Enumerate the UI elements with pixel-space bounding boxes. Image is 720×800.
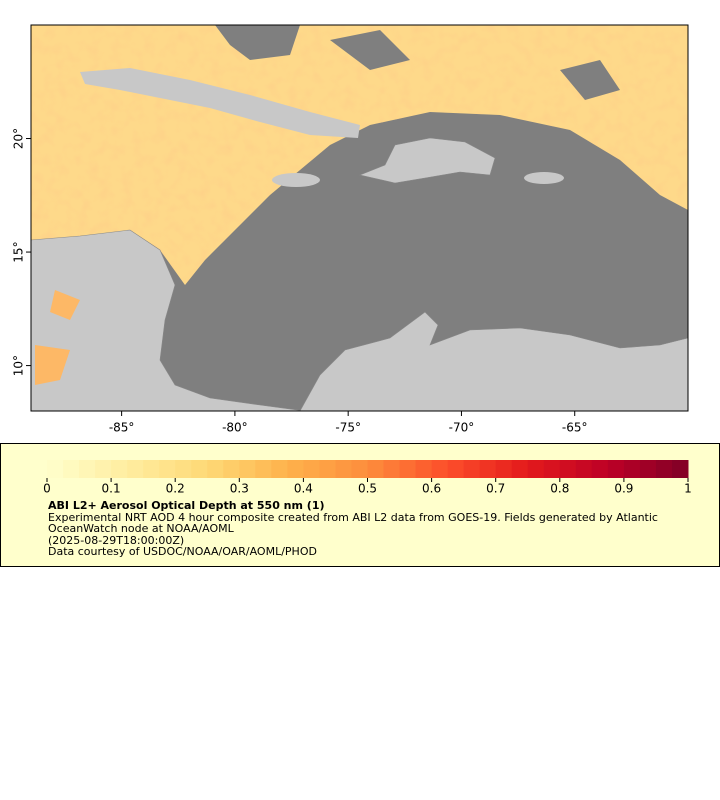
colorbar-cell (127, 460, 144, 478)
colorbar-cell (543, 460, 561, 478)
colorbar-tick-label: 0.7 (486, 482, 505, 496)
map (31, 25, 688, 411)
colorbar-cell (351, 460, 368, 478)
colorbar-cell (79, 460, 96, 478)
land-hispaniola (358, 137, 496, 184)
colorbar-cell (655, 460, 673, 478)
land-south-america (299, 311, 688, 411)
colorbar-cell (111, 460, 128, 478)
colorbar-tick-label: 0.9 (614, 482, 633, 496)
colorbar-tick-label: 0.6 (422, 482, 441, 496)
x-tick-label: -70° (449, 421, 475, 435)
x-tick-label: -85° (109, 421, 135, 435)
colorbar-cell (63, 460, 80, 478)
colorbar-tick-label: 0.4 (294, 482, 313, 496)
credit: Data courtesy of USDOC/NOAA/OAR/AOML/PHO… (48, 545, 317, 558)
colorbar-tick-label: 0.2 (166, 482, 185, 496)
y-tick-label: 15° (12, 241, 26, 262)
colorbar-cell (591, 460, 609, 478)
colorbar-cell (623, 460, 641, 478)
aod-patches (35, 290, 80, 385)
colorbar-cell (431, 460, 449, 478)
time: (2025-08-29T18:00:00Z) (48, 533, 185, 547)
colorbar-cell (335, 460, 352, 478)
description: Experimental NRT AOD 4 hour composite cr… (48, 510, 658, 535)
land-north (215, 25, 620, 100)
colorbar-cell (175, 460, 192, 478)
colorbar-tick-label: 1 (684, 482, 692, 496)
colorbar-cell (479, 460, 497, 478)
colorbar-cell (303, 460, 320, 478)
colorbar-cell (319, 460, 336, 478)
colorbar-cell (511, 460, 529, 478)
colorbar-cell (255, 460, 272, 478)
colorbar-cell (463, 460, 481, 478)
colorbar-cell (559, 460, 577, 478)
y-tick-label: 20° (12, 128, 26, 149)
colorbar-cell (367, 460, 385, 478)
land-puerto-rico (524, 172, 564, 184)
colorbar-cell (447, 460, 465, 478)
colorbar-tick-label: 0.3 (230, 482, 249, 496)
colorbar-cell (495, 460, 513, 478)
land-cuba (80, 68, 360, 138)
colorbar-cell (399, 460, 417, 478)
map-frame (30, 24, 689, 412)
x-tick-label: -75° (335, 421, 361, 435)
colorbar-cell (207, 460, 224, 478)
colorbar-cell (143, 460, 160, 478)
colorbar-cell (47, 460, 64, 478)
colorbar-title: ABI L2+ Aerosol Optical Depth at 550 nm … (48, 499, 325, 512)
legend-text: ABI L2+ Aerosol Optical Depth at 550 nm … (48, 500, 688, 558)
colorbar-cell (287, 460, 304, 478)
colorbar-tick-label: 0.5 (358, 482, 377, 496)
colorbar-cell (159, 460, 176, 478)
colorbar-tick-label: 0 (43, 482, 51, 496)
colorbar-cell (639, 460, 657, 478)
colorbar-cell (671, 460, 689, 478)
x-tick-label: -80° (222, 421, 248, 435)
y-tick-label: 10° (12, 355, 26, 376)
colorbar-tick-label: 0.8 (550, 482, 569, 496)
colorbar-cell (223, 460, 240, 478)
land-central-america (31, 229, 306, 411)
colorbar-cell (271, 460, 288, 478)
colorbar-cell (239, 460, 256, 478)
colorbar-cell (527, 460, 545, 478)
land-jamaica (272, 173, 320, 187)
colorbar-cell (191, 460, 208, 478)
colorbar-cell (383, 460, 401, 478)
colorbar-cell (415, 460, 433, 478)
x-tick-label: -65° (562, 421, 588, 435)
colorbar-tick-label: 0.1 (102, 482, 121, 496)
colorbar-cell (95, 460, 112, 478)
colorbar-cell (607, 460, 625, 478)
colorbar-cell (575, 460, 593, 478)
